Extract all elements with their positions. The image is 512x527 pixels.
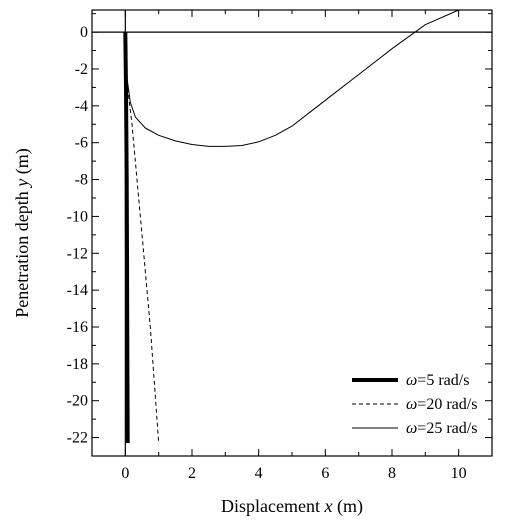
legend: ω=5 rad/s ω=20 rad/s ω=25 rad/s bbox=[352, 372, 477, 437]
series-line-2 bbox=[124, 9, 459, 147]
y-tick-label: -2 bbox=[75, 61, 88, 78]
y-axis-title-variable: y bbox=[12, 179, 32, 189]
series-line-0 bbox=[123, 32, 130, 444]
y-tick-label: 0 bbox=[80, 24, 88, 41]
legend-value: =20 rad/s bbox=[417, 396, 477, 413]
y-tick-label: -22 bbox=[67, 430, 88, 447]
legend-symbol: ω bbox=[406, 372, 417, 389]
legend-value: =25 rad/s bbox=[417, 420, 477, 437]
y-tick-label: -12 bbox=[67, 245, 88, 262]
x-tick-label: 2 bbox=[188, 465, 196, 482]
x-axis-title-text: Displacement bbox=[221, 496, 324, 516]
y-tick-label: -10 bbox=[67, 208, 88, 225]
y-axis-title: Penetration depth y (m) bbox=[12, 148, 33, 317]
x-tick-label: 8 bbox=[388, 465, 396, 482]
x-axis-title: Displacement x (m) bbox=[221, 496, 363, 517]
y-tick-label: -6 bbox=[75, 135, 88, 152]
legend-value: =5 rad/s bbox=[417, 372, 469, 389]
legend-label-omega-5: ω=5 rad/s bbox=[406, 372, 469, 389]
series-line-1 bbox=[124, 32, 160, 444]
x-tick-label: 6 bbox=[321, 465, 329, 482]
x-tick-label: 4 bbox=[255, 465, 263, 482]
y-axis-title-text: Penetration depth bbox=[12, 187, 32, 318]
x-tick-label: 0 bbox=[121, 465, 129, 482]
legend-symbol: ω bbox=[406, 420, 417, 437]
reference-lines bbox=[92, 10, 492, 456]
y-tick-label: -20 bbox=[67, 393, 88, 410]
y-tick-label: -4 bbox=[75, 98, 88, 115]
legend-symbol: ω bbox=[406, 396, 417, 413]
tick-layer: 0 2 4 6 8 10 0 -2 -4 -6 -8 -10 -12 -14 -16 -18 -20 -22 bbox=[67, 10, 493, 482]
y-tick-label: -18 bbox=[67, 356, 88, 373]
y-tick-label: -14 bbox=[67, 282, 88, 299]
y-tick-label: -8 bbox=[75, 172, 88, 189]
legend-label-omega-20: ω=20 rad/s bbox=[406, 396, 477, 413]
series-layer bbox=[123, 9, 459, 444]
x-axis-title-variable: x bbox=[323, 496, 332, 516]
legend-label-omega-25: ω=25 rad/s bbox=[406, 420, 477, 437]
x-axis-title-unit: (m) bbox=[332, 496, 363, 517]
x-tick-label: 10 bbox=[451, 465, 467, 482]
y-axis-title-unit: (m) bbox=[12, 148, 33, 179]
y-tick-label: -16 bbox=[67, 319, 88, 336]
plot-frame bbox=[91, 9, 493, 457]
